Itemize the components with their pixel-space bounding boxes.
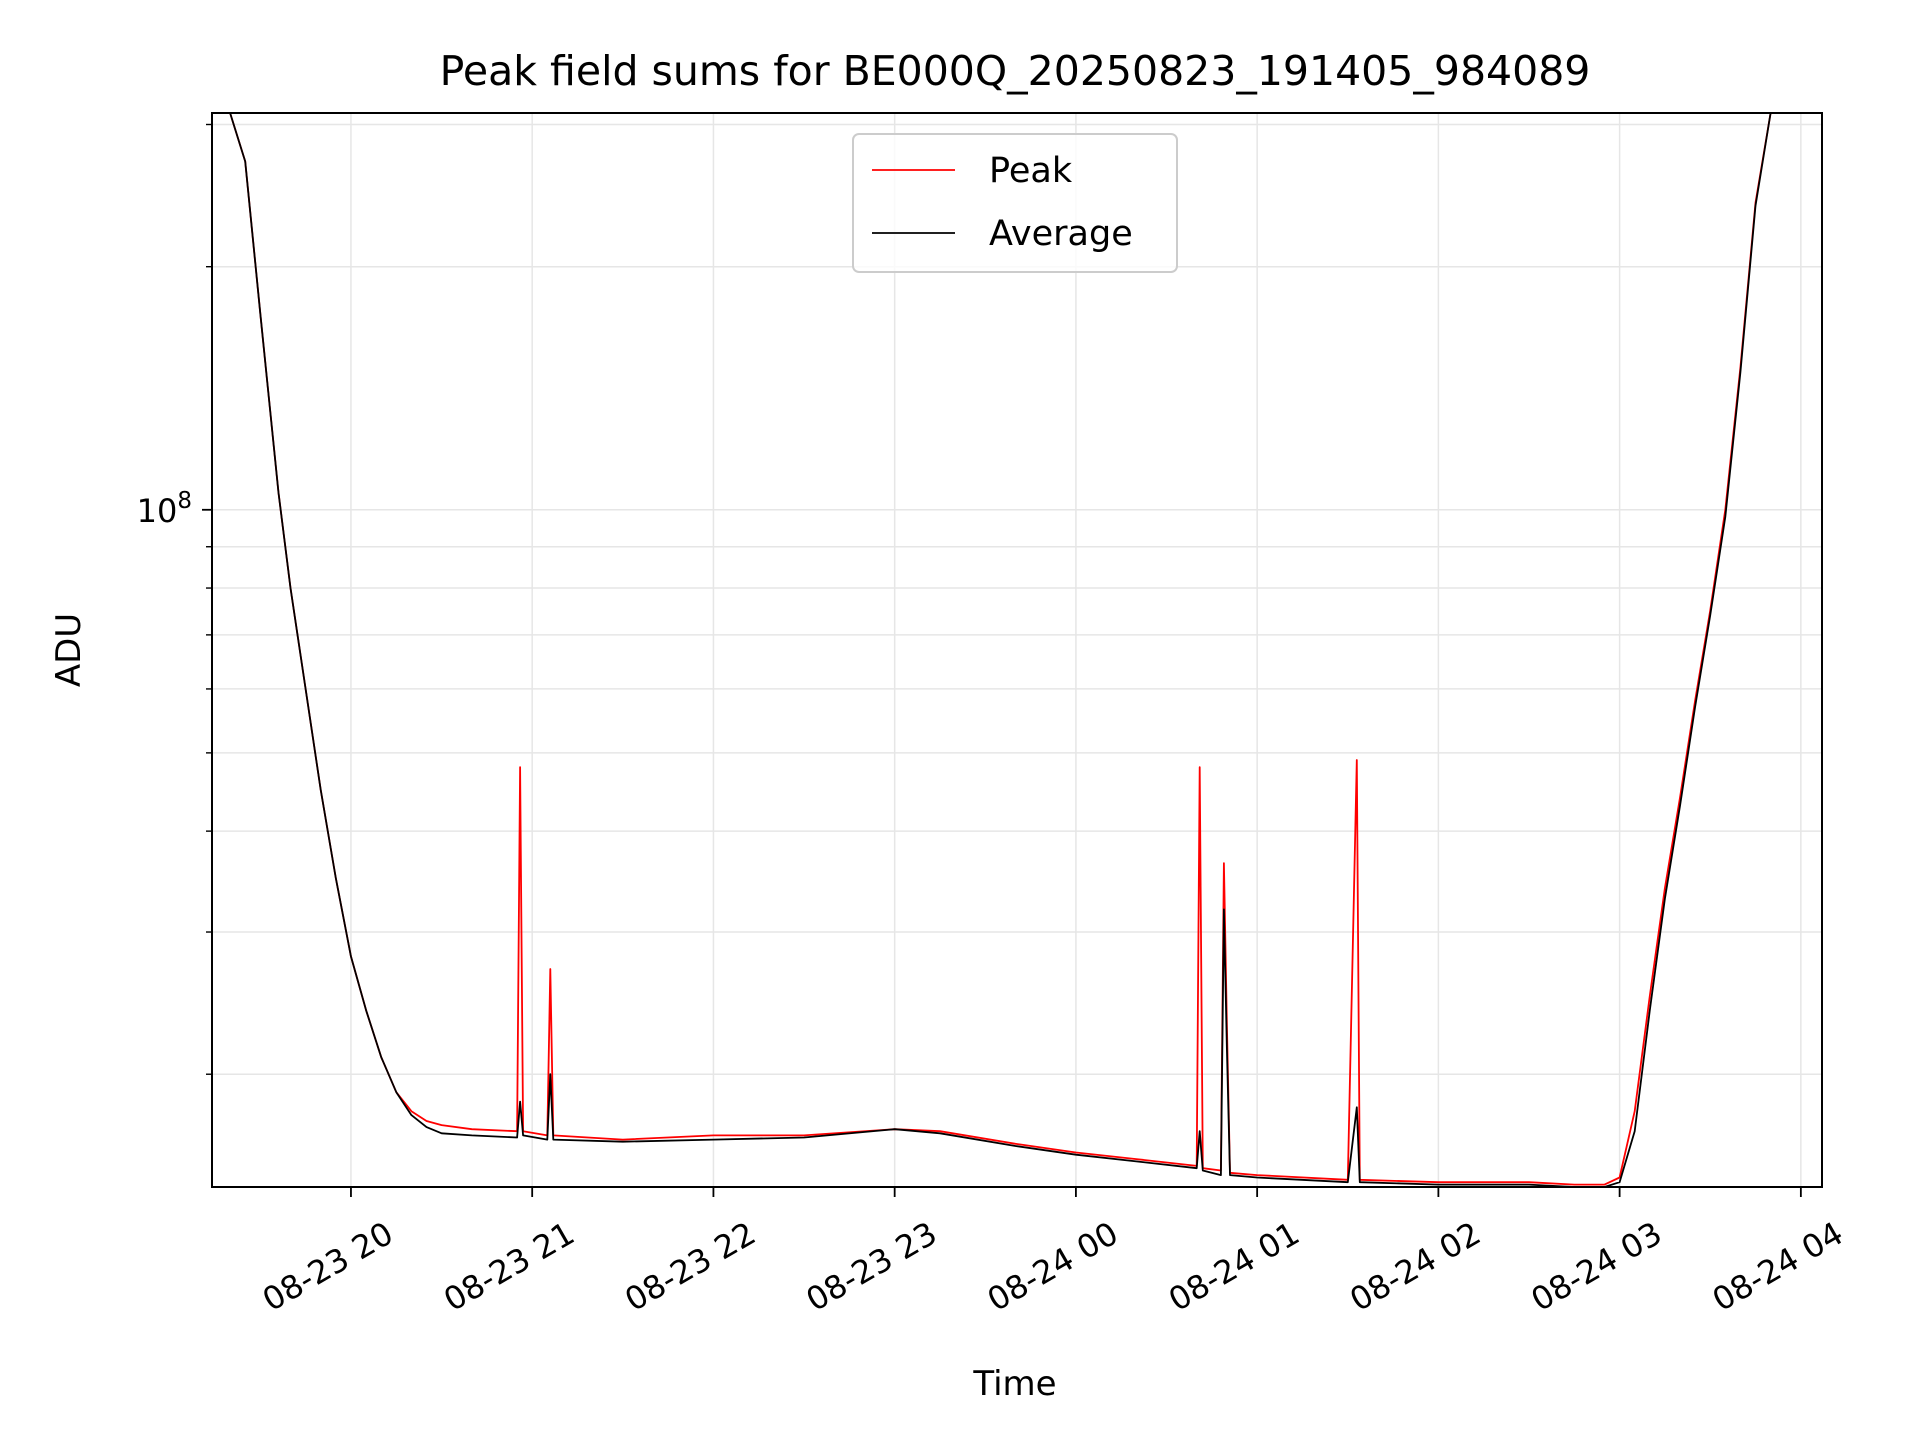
legend: Peak Average <box>852 133 1178 273</box>
y-ticks: 108 <box>137 123 212 1075</box>
plot-frame <box>211 112 1823 1188</box>
legend-box <box>852 133 1178 273</box>
legend-label-average: Average <box>989 214 1133 254</box>
series-line-average <box>212 113 1822 1187</box>
plot-series <box>212 113 1822 1187</box>
x-axis-label: Time <box>972 1364 1056 1404</box>
chart-title: Peak field sums for BE000Q_20250823_1914… <box>440 47 1591 95</box>
legend-label-peak: Peak <box>989 151 1073 191</box>
y-axis-label: ADU <box>49 613 89 687</box>
y-tick-label: 108 <box>137 488 192 530</box>
